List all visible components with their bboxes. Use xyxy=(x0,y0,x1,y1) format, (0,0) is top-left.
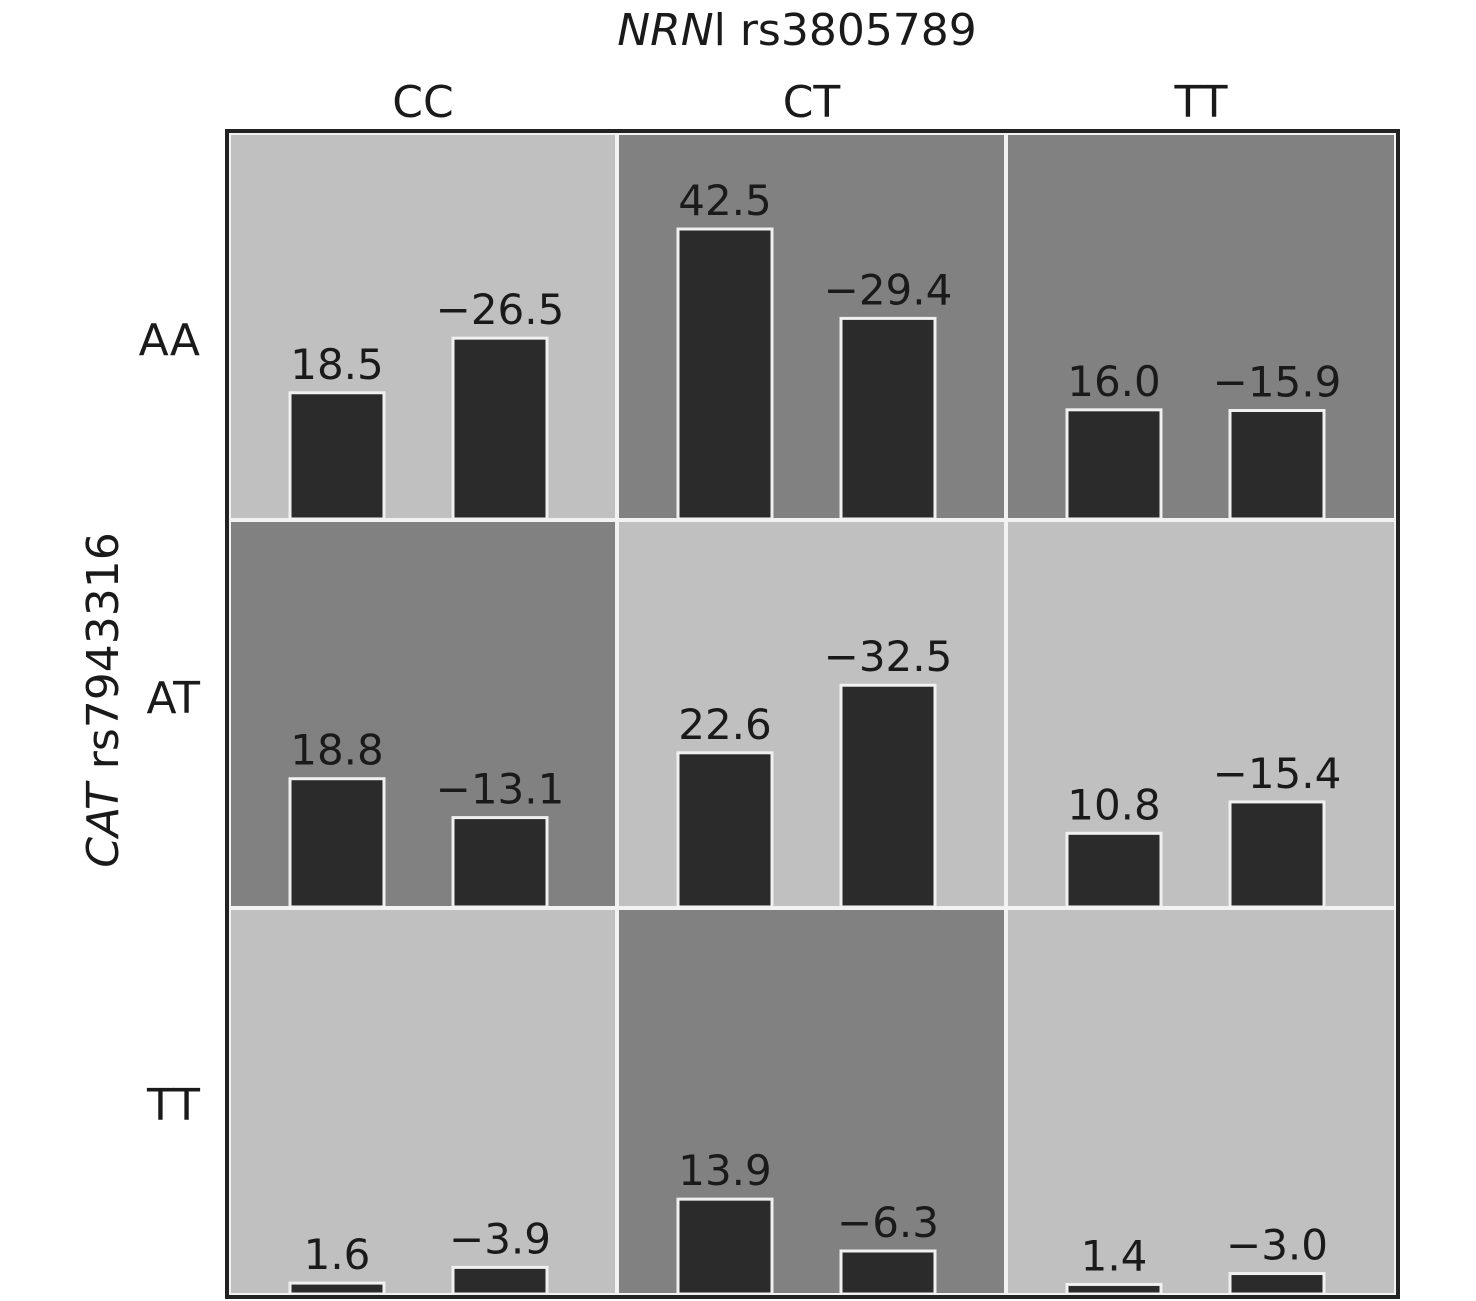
column-label: CT xyxy=(783,77,841,128)
bar xyxy=(676,227,774,521)
bar-value-label: 18.8 xyxy=(290,726,384,775)
column-label: CC xyxy=(392,77,453,128)
bar xyxy=(1065,1282,1163,1296)
cell-grid: 18.5 −26.5 42.5 −29.4 16.0 −15.9 18.8 −13.1 22.6… xyxy=(227,131,1398,1297)
bar-value-label: −3.9 xyxy=(449,1214,551,1263)
bar xyxy=(288,391,386,521)
bar xyxy=(451,816,549,909)
bar-value-label: −13.1 xyxy=(436,765,565,814)
bar-value-label: 16.0 xyxy=(1067,357,1161,406)
bar-value-label: −15.9 xyxy=(1213,358,1342,407)
bar xyxy=(1228,800,1326,909)
chart-title: NRNl rs3805789 xyxy=(617,5,977,56)
bar xyxy=(451,336,549,521)
bar-value-label: 42.5 xyxy=(678,176,772,225)
bar-value-label: −3.0 xyxy=(1226,1221,1328,1270)
row-label: AA xyxy=(139,315,200,366)
column-label: TT xyxy=(1174,77,1228,128)
bar-value-label: −29.4 xyxy=(824,265,953,314)
column-labels: CC CT TT xyxy=(392,77,1227,128)
cell-AT-TT xyxy=(1004,518,1398,910)
bar xyxy=(839,683,937,909)
bar-value-label: −6.3 xyxy=(837,1198,939,1247)
bar xyxy=(839,1249,937,1296)
bar-value-label: −15.4 xyxy=(1213,749,1342,798)
cell-AT-CT xyxy=(615,518,1008,910)
bar xyxy=(676,751,774,909)
cell-TT-CC xyxy=(227,906,619,1297)
bar-value-label: 22.6 xyxy=(678,700,772,749)
cell-AA-TT xyxy=(1004,131,1398,522)
bar xyxy=(676,1197,774,1296)
outer-frame xyxy=(225,129,1400,1299)
bar xyxy=(1065,831,1163,909)
bar-value-label: 18.5 xyxy=(290,340,384,389)
row-label: TT xyxy=(146,1080,200,1131)
y-axis-label-rest: rs7943316 xyxy=(78,532,129,783)
cell-TT-TT xyxy=(1004,906,1398,1297)
row-labels: AA AT TT xyxy=(139,315,201,1131)
bar xyxy=(1065,408,1163,521)
chart-title-italic: NRN xyxy=(617,5,713,56)
bar-value-label: −26.5 xyxy=(436,285,565,334)
bar-value-label: 13.9 xyxy=(678,1146,772,1195)
bar xyxy=(1228,1272,1326,1296)
cell-AT-CC xyxy=(227,518,619,910)
y-axis-label-italic: CAT xyxy=(78,780,129,868)
bar xyxy=(288,1281,386,1296)
bar-value-label: 1.6 xyxy=(304,1230,371,1279)
bar xyxy=(451,1265,549,1296)
bar xyxy=(1228,409,1326,521)
y-axis-label: CAT rs7943316 xyxy=(78,532,129,867)
cell-TT-CT xyxy=(615,906,1008,1297)
bar-value-label: −32.5 xyxy=(824,632,953,681)
chart-title-rest: l rs3805789 xyxy=(714,5,977,56)
bar xyxy=(839,316,937,521)
cell-AA-CT xyxy=(615,131,1008,522)
bar-value-label: 1.4 xyxy=(1081,1231,1148,1280)
bar xyxy=(288,777,386,909)
bar-value-label: 10.8 xyxy=(1067,780,1161,829)
row-label: AT xyxy=(146,673,200,724)
